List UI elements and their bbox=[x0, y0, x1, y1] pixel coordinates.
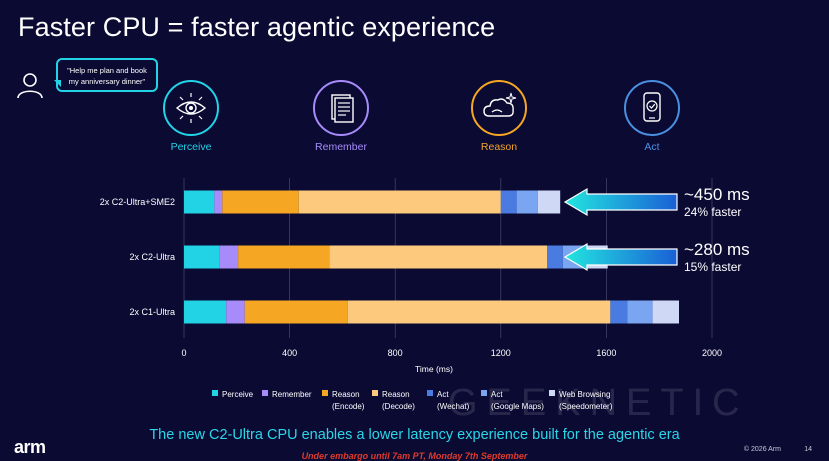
bar-segment bbox=[184, 190, 215, 214]
copyright: © 2026 Arm bbox=[743, 446, 781, 453]
stage-reason bbox=[471, 80, 527, 136]
legend-swatch bbox=[322, 390, 328, 396]
bar-segment bbox=[537, 190, 561, 214]
bar-segment bbox=[222, 190, 299, 214]
stage-label-act: Act bbox=[644, 141, 660, 153]
legend-label: Perceive bbox=[222, 390, 254, 399]
speedup-label: 15% faster bbox=[684, 260, 741, 274]
legend-label-sub: (Speedometer) bbox=[559, 402, 613, 411]
legend-swatch bbox=[427, 390, 433, 396]
bar-segment bbox=[329, 245, 547, 269]
bar-segment bbox=[547, 245, 563, 269]
tagline: The new C2-Ultra CPU enables a lower lat… bbox=[149, 427, 680, 443]
bar-segment bbox=[184, 245, 220, 269]
speedup-label: 24% faster bbox=[684, 205, 741, 219]
legend-swatch bbox=[549, 390, 555, 396]
page-number: 14 bbox=[804, 446, 812, 453]
stage-label-perceive: Perceive bbox=[170, 141, 212, 153]
bar-segment bbox=[500, 190, 517, 214]
arm-logo: arm bbox=[14, 437, 46, 457]
legend-label: Act bbox=[437, 390, 449, 399]
cloud-sparkle-icon bbox=[483, 92, 517, 117]
bar-segment bbox=[226, 300, 245, 324]
x-tick-label: 1600 bbox=[596, 348, 616, 358]
legend-label-sub: (Wechat) bbox=[437, 402, 470, 411]
prompt-line-1: "Help me plan and book bbox=[67, 66, 147, 75]
bar-segment bbox=[610, 300, 628, 324]
bar-segment bbox=[244, 300, 348, 324]
legend-label: Remember bbox=[272, 390, 312, 399]
improvement-arrow bbox=[563, 242, 678, 272]
x-axis-title: Time (ms) bbox=[415, 364, 453, 374]
stage-label-reason: Reason bbox=[480, 141, 518, 153]
document-icon bbox=[331, 94, 354, 123]
legend-label: Web Browsing bbox=[559, 390, 610, 399]
person-icon bbox=[17, 73, 43, 99]
bar-segment bbox=[627, 300, 653, 324]
bubble-tail bbox=[54, 80, 61, 87]
improvement-arrow bbox=[563, 187, 678, 217]
latency-saving-label: ~450 ms bbox=[684, 185, 750, 204]
legend-label-sub: (Encode) bbox=[332, 402, 365, 411]
x-tick-label: 1200 bbox=[491, 348, 511, 358]
watermark: GEEKNETIC bbox=[448, 382, 749, 424]
stage-perceive bbox=[163, 80, 219, 136]
bar-segment bbox=[238, 245, 330, 269]
stage-remember bbox=[313, 80, 369, 136]
legend-swatch bbox=[481, 390, 487, 396]
x-tick-label: 800 bbox=[388, 348, 403, 358]
legend-swatch bbox=[212, 390, 218, 396]
phone-check-icon bbox=[643, 92, 661, 122]
category-label: 2x C2-Ultra+SME2 bbox=[100, 197, 175, 207]
embargo-notice: Under embargo until 7am PT, Monday 7th S… bbox=[301, 451, 528, 461]
prompt-line-2: my anniversary dinner" bbox=[68, 77, 146, 86]
legend-label: Reason bbox=[332, 390, 360, 399]
stage-act bbox=[624, 80, 680, 136]
category-label: 2x C2-Ultra bbox=[129, 252, 175, 262]
prompt-bubble: "Help me plan and book my anniversary di… bbox=[56, 58, 158, 92]
x-tick-label: 2000 bbox=[702, 348, 722, 358]
bar-segment bbox=[298, 190, 501, 214]
category-label: 2x C1-Ultra bbox=[129, 307, 175, 317]
bar-segment bbox=[652, 300, 679, 324]
legend-label: Reason bbox=[382, 390, 410, 399]
bar-segment bbox=[184, 300, 227, 324]
bar-segment bbox=[347, 300, 611, 324]
x-tick-label: 400 bbox=[282, 348, 297, 358]
bar-segment bbox=[219, 245, 239, 269]
legend-label-sub: (Decode) bbox=[382, 402, 415, 411]
legend-label-sub: (Google Maps) bbox=[491, 402, 544, 411]
stage-label-remember: Remember bbox=[315, 141, 367, 153]
legend-label: Act bbox=[491, 390, 503, 399]
eye-icon bbox=[175, 93, 207, 123]
x-tick-label: 0 bbox=[181, 348, 186, 358]
legend-swatch bbox=[262, 390, 268, 396]
latency-saving-label: ~280 ms bbox=[684, 240, 750, 259]
page-title: Faster CPU = faster agentic experience bbox=[18, 12, 496, 42]
bar-segment bbox=[516, 190, 538, 214]
legend-swatch bbox=[372, 390, 378, 396]
bar-segment bbox=[214, 190, 223, 214]
